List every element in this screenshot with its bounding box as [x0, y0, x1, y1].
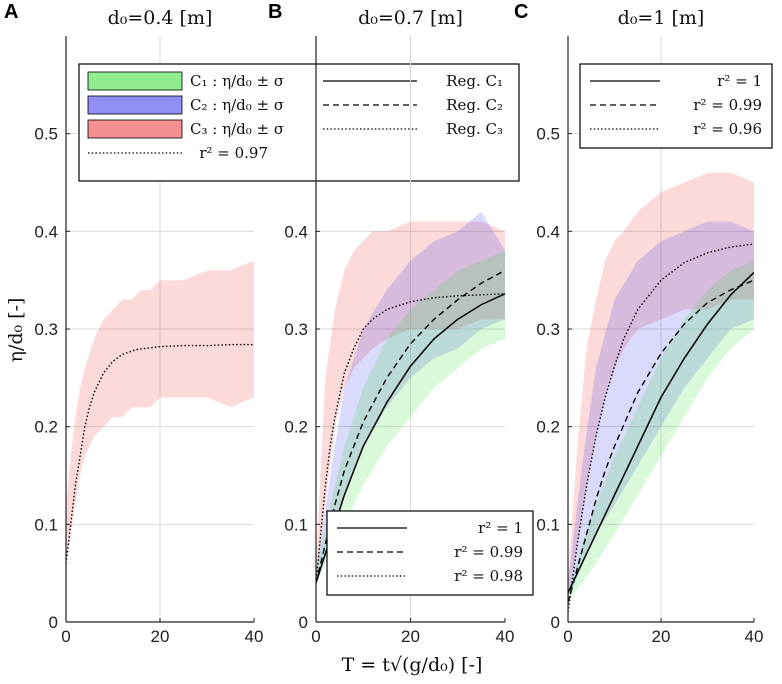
y-tick-label: 0.2	[34, 418, 58, 437]
band-c3	[316, 221, 505, 583]
legend-label: r² = 0.98	[454, 567, 523, 585]
x-tick-label: 0	[563, 627, 572, 646]
legend-swatch-c2	[87, 95, 183, 115]
legend-label: r² = 0.96	[693, 120, 762, 138]
legend-box	[326, 510, 534, 596]
panel-letter-c: C	[514, 1, 528, 23]
y-tick-label: 0.3	[284, 320, 308, 339]
y-tick-label: 0	[49, 613, 58, 632]
panel-title: d₀=0.4 [m]	[108, 7, 213, 29]
legend: r² = 1 r² = 0.99 r² = 0.98	[326, 510, 534, 596]
panels: 0 0.1 0.2 0.3 0.4 0.5 0 20 40 d₀=0.4 [m] C₁ : η/d₀…	[34, 7, 773, 646]
legend-label: Reg. C₃	[446, 120, 503, 138]
x-tick-label: 0	[311, 627, 320, 646]
y-tick-label: 0.4	[34, 222, 58, 241]
band-c1	[316, 250, 505, 583]
y-axis-label: η/d₀ [-]	[5, 298, 27, 363]
x-tick-label: 20	[652, 627, 671, 646]
y-tick-label: 0.2	[536, 418, 560, 437]
y-tick-label: 0.4	[536, 222, 560, 241]
curve-dotted	[568, 243, 754, 613]
x-axis-label: T = t√(g/d₀) [-]	[342, 654, 483, 676]
y-tick-label: 0.1	[536, 515, 560, 534]
x-tick-label: 20	[151, 627, 170, 646]
x-tick-label: 20	[401, 627, 420, 646]
legend-label: C₂ : η/d₀ ± σ	[190, 96, 284, 114]
band-c2	[316, 211, 505, 583]
x-tick-label: 40	[745, 627, 764, 646]
curve-solid	[568, 271, 754, 594]
legend-label: C₃ : η/d₀ ± σ	[190, 120, 284, 138]
panel-a: 0 0.1 0.2 0.3 0.4 0.5 0 20 40 d₀=0.4 [m] C₁ : η/d₀…	[34, 7, 520, 646]
y-tick-label: 0	[299, 613, 308, 632]
y-tick-label: 0	[551, 613, 560, 632]
legend-label: r² = 0.99	[693, 96, 762, 114]
legend-label: r² = 1	[478, 519, 523, 537]
panel-b: 0 0.1 0.2 0.3 0.4 0 20 40 d₀=0.7 [m] r² = 1 r² = 0…	[284, 7, 534, 646]
y-tick-label: 0.4	[284, 222, 308, 241]
panel-title: d₀=1 [m]	[618, 7, 705, 29]
legend-label: r² = 1	[717, 72, 762, 90]
legend-label: Reg. C₁	[446, 72, 503, 90]
y-tick-label: 0.5	[34, 125, 58, 144]
band-c3	[568, 172, 754, 603]
curve-dashed	[568, 279, 754, 603]
y-tick-label: 0.1	[34, 515, 58, 534]
data-area	[568, 172, 754, 613]
y-tick-label: 0.3	[34, 320, 58, 339]
data-area	[66, 260, 254, 564]
legend-label: C₁ : η/d₀ ± σ	[190, 72, 284, 90]
legend-label: r² = 0.99	[454, 543, 523, 561]
legend-swatch-c3	[87, 119, 183, 139]
legend-label: r² = 0.97	[199, 144, 268, 162]
panel-letter-b: B	[268, 1, 282, 23]
legend-label: Reg. C₂	[446, 96, 503, 114]
panel-letter-a: A	[4, 1, 18, 23]
curve-dotted	[66, 343, 254, 564]
band-c1	[568, 260, 754, 603]
y-tick-label: 0.3	[536, 320, 560, 339]
x-tick-label: 40	[496, 627, 515, 646]
y-tick-label: 0.5	[536, 125, 560, 144]
legend-swatch-c1	[87, 71, 183, 91]
legend: r² = 1 r² = 0.99 r² = 0.96	[579, 63, 773, 149]
legend: C₁ : η/d₀ ± σ C₂ : η/d₀ ± σ C₃ : η/d₀ ± σ R…	[78, 63, 520, 182]
panel-title: d₀=0.7 [m]	[358, 7, 463, 29]
x-tick-label: 40	[245, 627, 264, 646]
y-tick-label: 0.2	[284, 418, 308, 437]
legend-box	[579, 63, 773, 149]
x-tick-label: 0	[61, 627, 70, 646]
band-c3	[66, 260, 254, 564]
band-c2	[568, 221, 754, 603]
curve-dotted	[316, 293, 505, 583]
y-tick-label: 0.1	[284, 515, 308, 534]
